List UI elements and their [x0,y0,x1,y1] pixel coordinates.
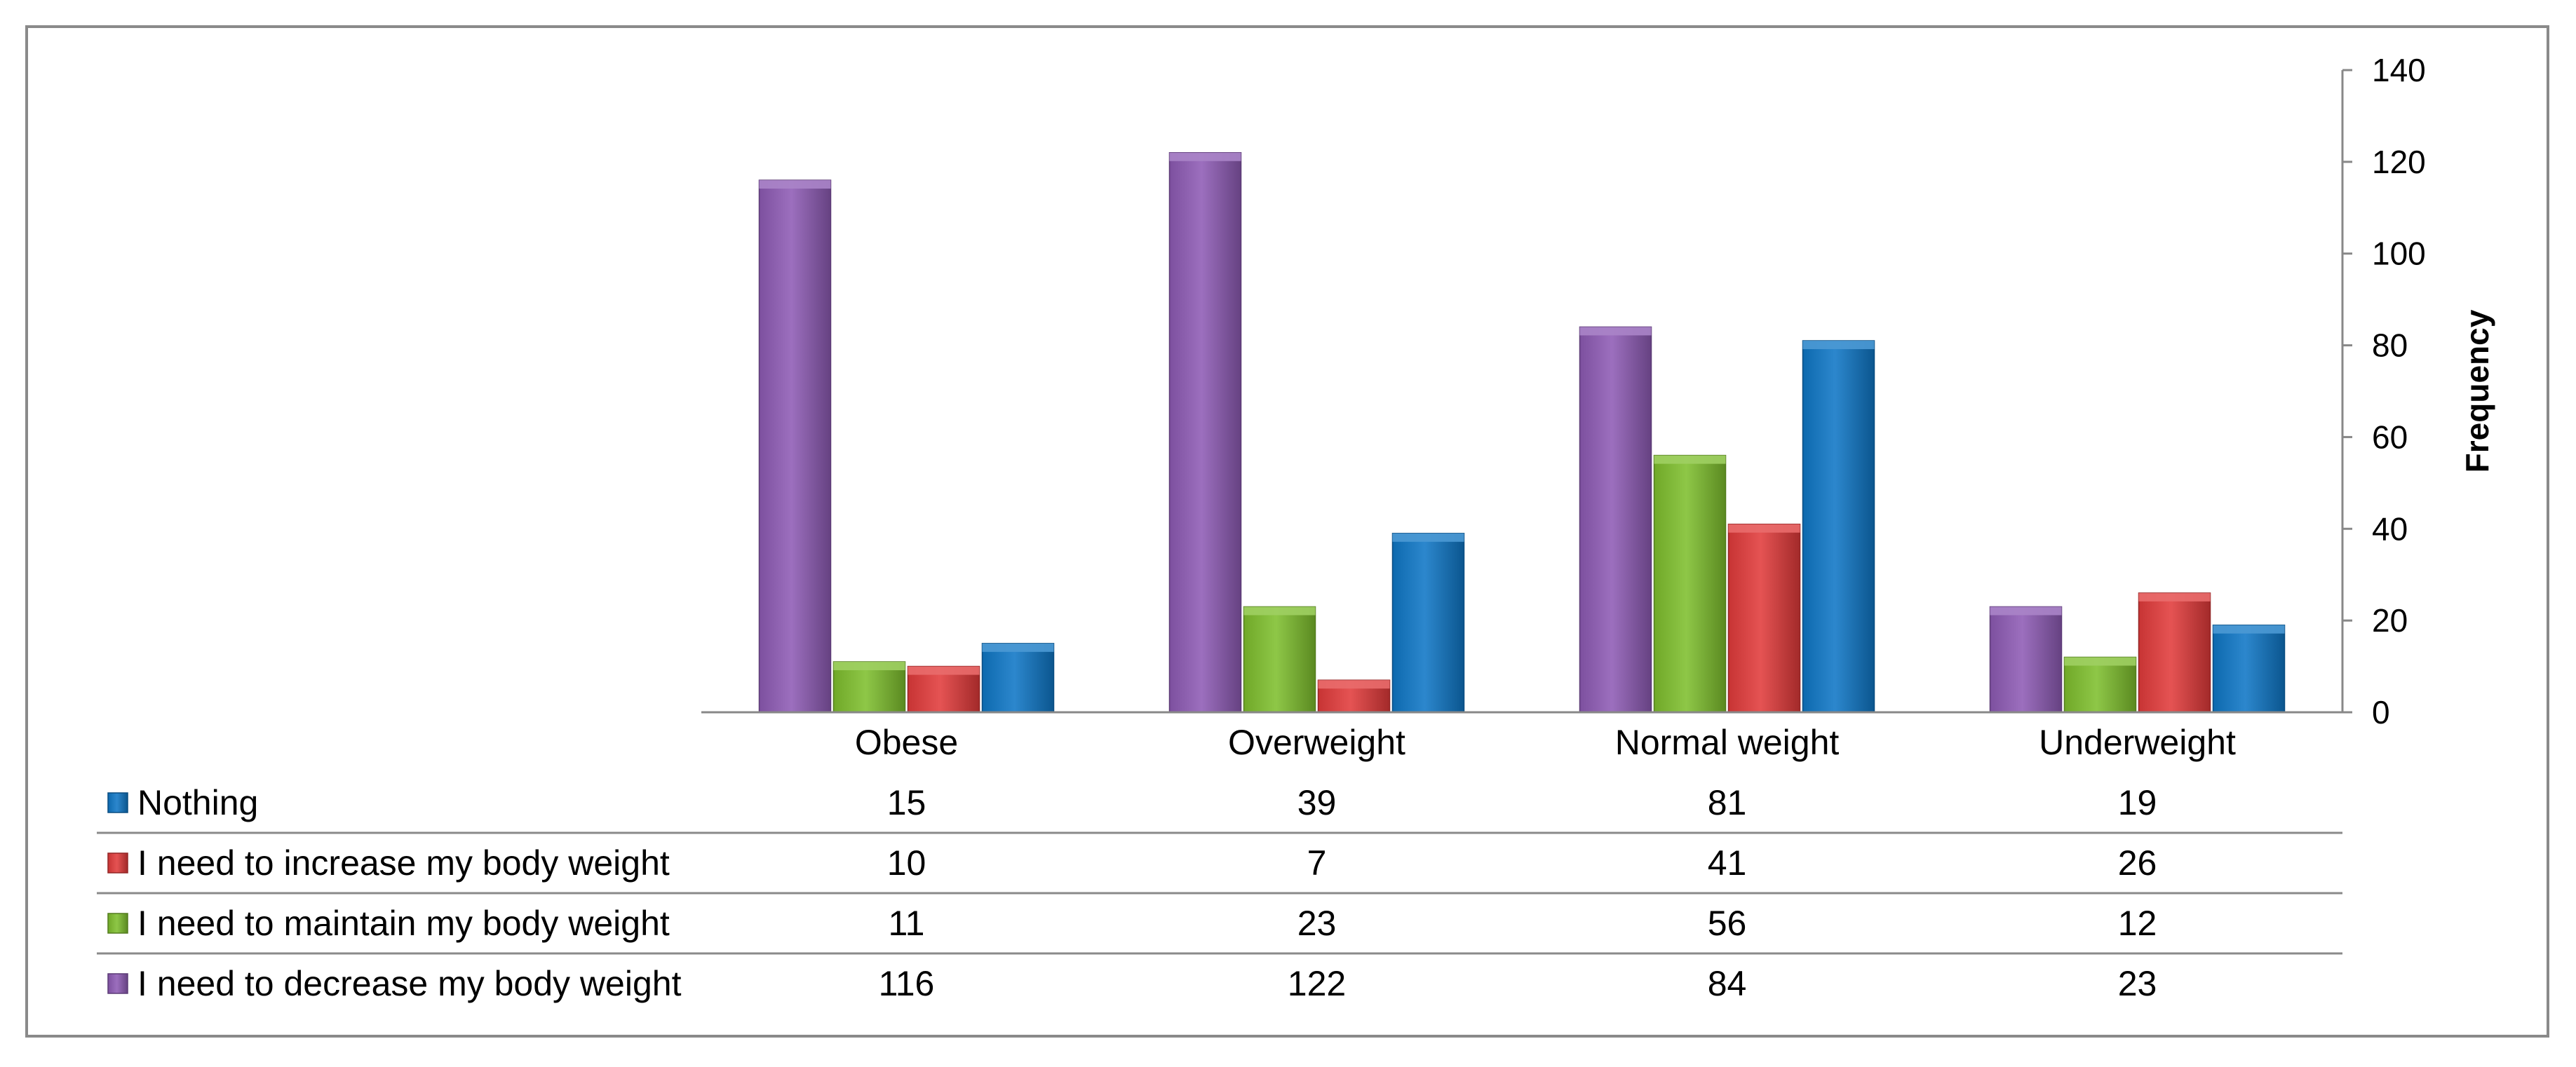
table-cell-nothing-overweight: 39 [1297,783,1337,822]
table-cell-i-need-to-decrease-my-body-weight-overweight: 122 [1288,964,1346,1003]
table-cell-i-need-to-maintain-my-body-weight-normal-weight: 56 [1708,904,1747,943]
x-tick-label-obese: Obese [855,723,958,762]
bar-underweight-nothing [2212,624,2286,713]
bar-cap-normal-weight-nothing [1802,341,1875,350]
table-cell-i-need-to-increase-my-body-weight-normal-weight: 41 [1708,843,1747,883]
bar-cap-normal-weight-i-need-to-maintain-my-body-weight [1654,455,1726,464]
bar-cap-obese-i-need-to-decrease-my-body-weight [759,180,831,189]
data-table: Obese Overweight Normal weight Underweight N… [97,723,2342,1003]
bar-cap-overweight-i-need-to-maintain-my-body-weight [1243,606,1316,616]
bar-cap-underweight-i-need-to-maintain-my-body-weight [2064,657,2136,666]
bar-cap-underweight-i-need-to-increase-my-body-weight [2138,592,2211,602]
x-tick-label-overweight: Overweight [1228,723,1405,762]
bar-normal-weight-i-need-to-increase-my-body-weight [1727,523,1801,713]
y-tick-label: 100 [2372,236,2426,272]
bar-cap-obese-nothing [982,643,1054,652]
table-cell-i-need-to-increase-my-body-weight-overweight: 7 [1307,843,1327,883]
bar-underweight-i-need-to-decrease-my-body-weight [1989,606,2063,713]
y-tick-label: 140 [2372,52,2426,88]
legend-swatch-nothing [107,792,128,813]
bar-underweight-i-need-to-maintain-my-body-weight [2063,656,2137,713]
chart-border [25,25,2549,1038]
y-tick-label: 120 [2372,144,2426,180]
bar-normal-weight-nothing [1802,340,1875,713]
table-cell-i-need-to-decrease-my-body-weight-underweight: 23 [2118,964,2157,1003]
bar-underweight-i-need-to-increase-my-body-weight [2138,592,2211,713]
bar-cap-underweight-i-need-to-decrease-my-body-weight [1990,606,2062,616]
bar-obese-i-need-to-decrease-my-body-weight [758,179,832,713]
table-cell-i-need-to-decrease-my-body-weight-normal-weight: 84 [1708,964,1747,1003]
bar-cap-obese-i-need-to-maintain-my-body-weight [833,662,905,671]
legend-label-nothing: Nothing [137,783,258,822]
y-axis-label: Frequency [2459,309,2495,473]
table-cell-nothing-obese: 15 [887,783,926,822]
bar-cap-obese-i-need-to-increase-my-body-weight [908,666,980,675]
legend-label-i-need-to-decrease-my-body-weight: I need to decrease my body weight [137,964,682,1003]
bar-cap-normal-weight-i-need-to-increase-my-body-weight [1728,524,1800,533]
legend-swatch-i-need-to-maintain-my-body-weight [107,913,128,934]
y-tick-label: 80 [2372,327,2408,364]
y-tick-label: 60 [2372,419,2408,455]
bar-cap-underweight-nothing [2213,625,2285,634]
x-tick-label-underweight: Underweight [2039,723,2236,762]
legend-swatch-i-need-to-decrease-my-body-weight [107,973,128,994]
bar-normal-weight-i-need-to-decrease-my-body-weight [1579,326,1652,713]
table-cell-nothing-underweight: 19 [2118,783,2157,822]
table-cell-i-need-to-increase-my-body-weight-underweight: 26 [2118,843,2157,883]
bar-cap-overweight-i-need-to-increase-my-body-weight [1318,680,1390,689]
legend-label-i-need-to-increase-my-body-weight: I need to increase my body weight [137,843,670,883]
bar-cap-overweight-nothing [1392,533,1464,542]
x-tick-label-normal-weight: Normal weight [1615,723,1840,762]
table-cell-i-need-to-maintain-my-body-weight-overweight: 23 [1297,904,1337,943]
table-cell-i-need-to-maintain-my-body-weight-obese: 11 [889,904,925,943]
y-tick-label: 0 [2372,694,2390,730]
legend-swatch-i-need-to-increase-my-body-weight [107,852,128,874]
y-tick-label: 20 [2372,602,2408,639]
bar-cap-overweight-i-need-to-decrease-my-body-weight [1169,152,1241,161]
bar-overweight-i-need-to-decrease-my-body-weight [1168,152,1242,713]
y-tick-label: 40 [2372,510,2408,547]
bar-cap-normal-weight-i-need-to-decrease-my-body-weight [1579,327,1652,336]
y-ticks: 0 20 40 60 80 100 120 140 [2342,52,2426,730]
bars-layer [758,152,2286,713]
bar-normal-weight-i-need-to-maintain-my-body-weight [1653,454,1727,713]
table-cell-nothing-normal-weight: 81 [1708,783,1747,822]
legend-label-i-need-to-maintain-my-body-weight: I need to maintain my body weight [137,904,670,943]
table-cell-i-need-to-increase-my-body-weight-obese: 10 [887,843,926,883]
bar-overweight-i-need-to-maintain-my-body-weight [1243,606,1316,713]
bar-overweight-nothing [1391,533,1465,713]
table-cell-i-need-to-maintain-my-body-weight-underweight: 12 [2118,904,2157,943]
table-cell-i-need-to-decrease-my-body-weight-obese: 116 [879,964,935,1003]
bar-obese-nothing [981,643,1055,713]
